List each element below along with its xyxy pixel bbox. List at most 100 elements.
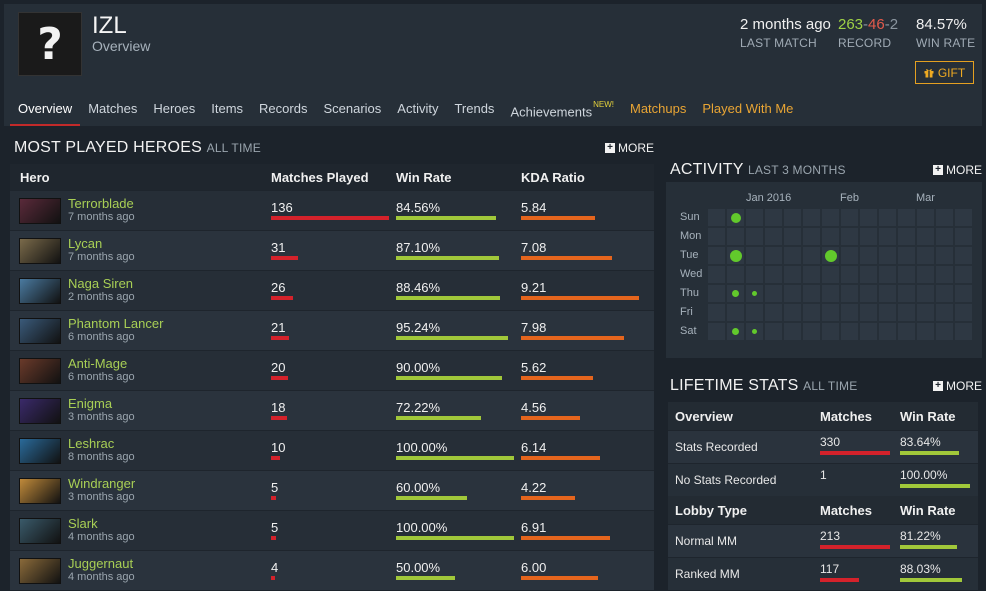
activity-day-cell[interactable] <box>784 323 801 340</box>
table-row[interactable]: Enigma 3 months ago 18 72.22% 4.56 <box>10 390 654 430</box>
activity-day-cell[interactable] <box>822 304 839 321</box>
hero-name-link[interactable]: Terrorblade <box>68 196 134 211</box>
activity-day-cell[interactable] <box>784 266 801 283</box>
activity-dot[interactable] <box>752 291 757 296</box>
activity-day-cell[interactable] <box>765 266 782 283</box>
activity-day-cell[interactable] <box>936 285 953 302</box>
hero-portrait[interactable] <box>19 277 61 304</box>
table-row[interactable]: Ranked MM 117 88.03% <box>668 557 978 590</box>
activity-day-cell[interactable] <box>727 304 744 321</box>
activity-day-cell[interactable] <box>841 247 858 264</box>
activity-day-cell[interactable] <box>898 228 915 245</box>
activity-day-cell[interactable] <box>955 285 972 302</box>
activity-day-cell[interactable] <box>917 266 934 283</box>
activity-day-cell[interactable] <box>879 285 896 302</box>
tab-played-with-me[interactable]: Played With Me <box>694 94 801 126</box>
player-avatar[interactable]: ? <box>18 12 82 76</box>
activity-day-cell[interactable] <box>936 304 953 321</box>
activity-day-cell[interactable] <box>765 209 782 226</box>
activity-day-cell[interactable] <box>708 304 725 321</box>
activity-day-cell[interactable] <box>746 228 763 245</box>
activity-day-cell[interactable] <box>822 266 839 283</box>
activity-day-cell[interactable] <box>727 228 744 245</box>
activity-day-cell[interactable] <box>822 285 839 302</box>
hero-portrait[interactable] <box>19 357 61 384</box>
activity-day-cell[interactable] <box>898 304 915 321</box>
hero-name-link[interactable]: Anti-Mage <box>68 356 128 371</box>
activity-day-cell[interactable] <box>841 323 858 340</box>
activity-dot[interactable] <box>730 212 741 223</box>
activity-day-cell[interactable] <box>936 323 953 340</box>
tab-items[interactable]: Items <box>203 94 251 126</box>
table-row[interactable]: Anti-Mage 6 months ago 20 90.00% 5.62 <box>10 350 654 390</box>
gift-button[interactable]: GIFT <box>915 61 974 84</box>
table-row[interactable]: Lycan 7 months ago 31 87.10% 7.08 <box>10 230 654 270</box>
activity-day-cell[interactable] <box>803 285 820 302</box>
hero-portrait[interactable] <box>19 197 61 224</box>
activity-day-cell[interactable] <box>955 304 972 321</box>
activity-day-cell[interactable] <box>917 323 934 340</box>
activity-dot[interactable] <box>752 329 757 334</box>
activity-day-cell[interactable] <box>936 209 953 226</box>
activity-day-cell[interactable] <box>784 209 801 226</box>
activity-day-cell[interactable] <box>841 266 858 283</box>
activity-day-cell[interactable] <box>955 228 972 245</box>
hero-name-link[interactable]: Phantom Lancer <box>68 316 164 331</box>
tab-matches[interactable]: Matches <box>80 94 145 126</box>
hero-name-link[interactable]: Lycan <box>68 236 103 251</box>
activity-day-cell[interactable] <box>784 247 801 264</box>
activity-day-cell[interactable] <box>898 247 915 264</box>
activity-day-cell[interactable] <box>879 304 896 321</box>
activity-day-cell[interactable] <box>765 304 782 321</box>
col-matches-played[interactable]: Matches Played <box>271 169 369 185</box>
activity-day-cell[interactable] <box>708 323 725 340</box>
activity-day-cell[interactable] <box>955 209 972 226</box>
col-hero[interactable]: Hero <box>20 169 50 185</box>
table-row[interactable]: Leshrac 8 months ago 10 100.00% 6.14 <box>10 430 654 470</box>
table-row[interactable]: No Stats Recorded 1 100.00% <box>668 463 978 496</box>
activity-day-cell[interactable] <box>784 228 801 245</box>
activity-day-cell[interactable] <box>784 285 801 302</box>
activity-day-cell[interactable] <box>803 228 820 245</box>
activity-day-cell[interactable] <box>765 247 782 264</box>
activity-day-cell[interactable] <box>803 304 820 321</box>
activity-day-cell[interactable] <box>727 266 744 283</box>
hero-portrait[interactable] <box>19 517 61 544</box>
activity-day-cell[interactable] <box>898 209 915 226</box>
activity-day-cell[interactable] <box>936 266 953 283</box>
hero-portrait[interactable] <box>19 237 61 264</box>
activity-day-cell[interactable] <box>936 247 953 264</box>
heroes-more-button[interactable]: + MORE <box>605 141 654 155</box>
lifetime-more-button[interactable]: + MORE <box>933 379 982 393</box>
hero-portrait[interactable] <box>19 557 61 584</box>
activity-day-cell[interactable] <box>803 266 820 283</box>
activity-day-cell[interactable] <box>708 285 725 302</box>
table-row[interactable]: Terrorblade 7 months ago 136 84.56% 5.84 <box>10 190 654 230</box>
activity-day-cell[interactable] <box>917 209 934 226</box>
activity-day-cell[interactable] <box>708 247 725 264</box>
activity-day-cell[interactable] <box>708 228 725 245</box>
col-kda-ratio[interactable]: KDA Ratio <box>521 169 585 185</box>
activity-day-cell[interactable] <box>898 323 915 340</box>
activity-day-cell[interactable] <box>879 209 896 226</box>
table-row[interactable]: Phantom Lancer 6 months ago 21 95.24% 7.98 <box>10 310 654 350</box>
activity-day-cell[interactable] <box>955 323 972 340</box>
activity-day-cell[interactable] <box>917 304 934 321</box>
activity-day-cell[interactable] <box>765 285 782 302</box>
activity-dot[interactable] <box>729 249 742 262</box>
tab-scenarios[interactable]: Scenarios <box>315 94 389 126</box>
activity-day-cell[interactable] <box>765 323 782 340</box>
activity-day-cell[interactable] <box>917 228 934 245</box>
activity-dot[interactable] <box>732 328 739 335</box>
activity-day-cell[interactable] <box>898 285 915 302</box>
col-win-rate[interactable]: Win Rate <box>396 169 452 185</box>
tab-records[interactable]: Records <box>251 94 315 126</box>
activity-day-cell[interactable] <box>841 209 858 226</box>
activity-day-cell[interactable] <box>841 304 858 321</box>
activity-day-cell[interactable] <box>822 209 839 226</box>
activity-day-cell[interactable] <box>898 266 915 283</box>
activity-day-cell[interactable] <box>879 247 896 264</box>
activity-day-cell[interactable] <box>746 266 763 283</box>
activity-day-cell[interactable] <box>746 247 763 264</box>
table-row[interactable]: Normal MM 213 81.22% <box>668 524 978 557</box>
